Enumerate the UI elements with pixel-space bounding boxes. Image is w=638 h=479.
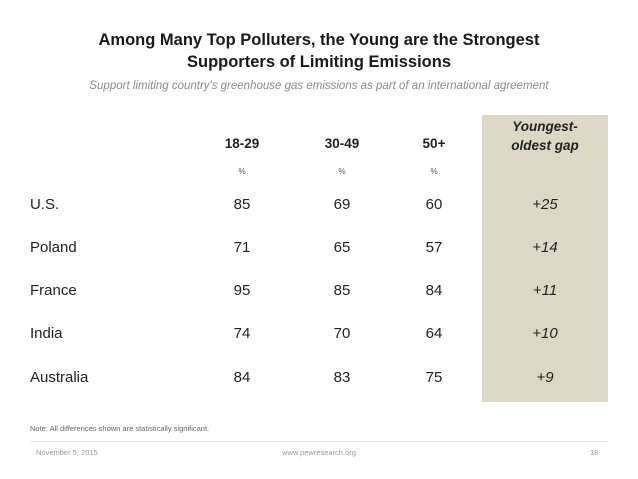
value-50-plus: 64	[425, 325, 443, 342]
percent-marker: %	[338, 167, 346, 176]
chart-subtitle: Support limiting country's greenhouse ga…	[89, 80, 549, 92]
column-header-18-29: 18-29	[224, 136, 260, 151]
value-18-29: 95	[233, 282, 251, 299]
value-30-49: 83	[333, 369, 351, 386]
gap-column-background	[482, 115, 608, 402]
title-line-2: Supporters of Limiting Emissions	[186, 53, 452, 71]
value-18-29: 74	[233, 325, 251, 342]
value-50-plus: 75	[425, 369, 443, 386]
gap-header-line-2: oldest gap	[511, 138, 579, 153]
value-gap: +11	[532, 282, 558, 299]
footnote: Note: All differences shown are statisti…	[30, 424, 210, 433]
row-country: Australia	[30, 369, 89, 386]
row-country: Poland	[30, 239, 77, 256]
table-row: France 95 85 84 +11	[0, 282, 638, 302]
value-gap: +9	[536, 369, 554, 386]
value-gap: +10	[532, 325, 558, 342]
column-header-30-49: 30-49	[324, 136, 360, 151]
value-18-29: 85	[233, 196, 251, 213]
row-country: India	[30, 325, 63, 342]
table-row: India 74 70 64 +10	[0, 325, 638, 345]
value-30-49: 85	[333, 282, 351, 299]
table-row: U.S. 85 69 60 +25	[0, 196, 638, 216]
gap-header-line-1: Youngest-	[512, 119, 578, 134]
gap-column-header: Youngest- oldest gap	[482, 117, 608, 155]
table-row: Australia 84 83 75 +9	[0, 369, 638, 389]
value-50-plus: 60	[425, 196, 443, 213]
value-50-plus: 84	[425, 282, 443, 299]
value-18-29: 84	[233, 369, 251, 386]
percent-marker: %	[238, 167, 246, 176]
footer-page-number: 18	[590, 448, 599, 457]
percent-marker: %	[430, 167, 438, 176]
value-gap: +25	[532, 196, 558, 213]
chart-title: Among Many Top Polluters, the Young are …	[0, 29, 638, 73]
value-30-49: 69	[333, 196, 351, 213]
value-30-49: 65	[333, 239, 351, 256]
table-row: Poland 71 65 57 +14	[0, 239, 638, 259]
value-30-49: 70	[333, 325, 351, 342]
row-country: France	[30, 282, 77, 299]
footer-date: November 5, 2015	[36, 448, 98, 457]
column-header-50-plus: 50+	[422, 136, 446, 151]
value-18-29: 71	[233, 239, 251, 256]
row-country: U.S.	[30, 196, 60, 213]
title-line-1: Among Many Top Polluters, the Young are …	[98, 31, 540, 49]
value-gap: +14	[532, 239, 558, 256]
footer-divider	[30, 441, 608, 442]
value-50-plus: 57	[425, 239, 443, 256]
footer-url: www.pewresearch.org	[282, 448, 356, 457]
